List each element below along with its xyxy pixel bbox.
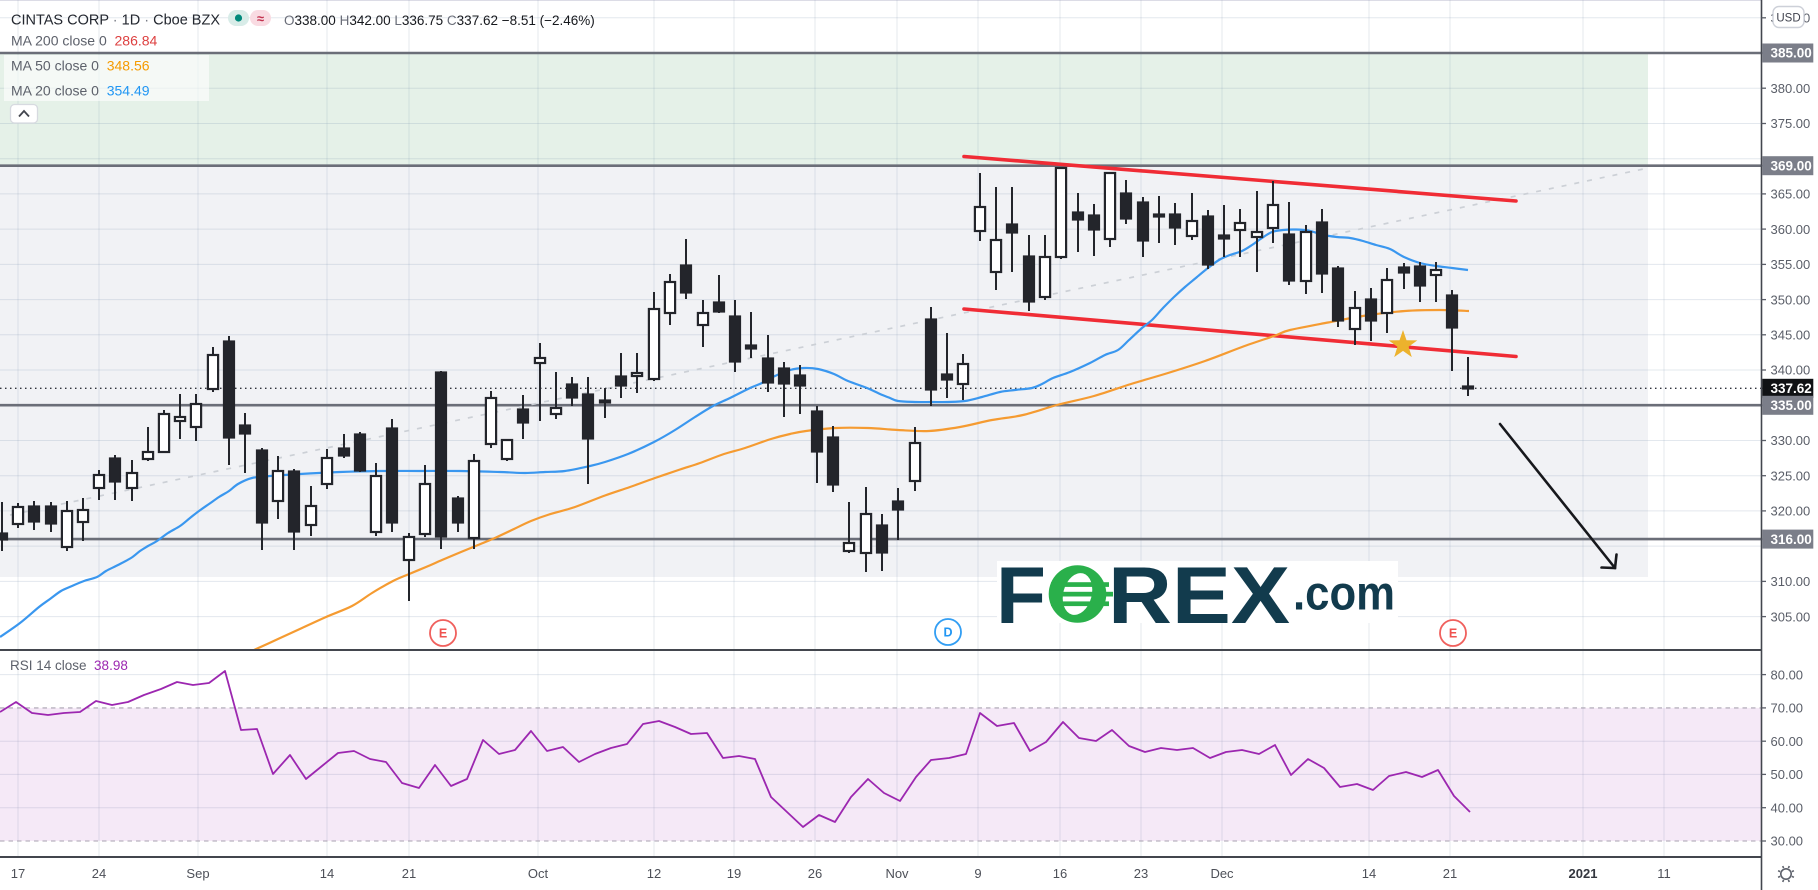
svg-text:21: 21 [1443,866,1457,881]
svg-text:350.00: 350.00 [1771,292,1811,307]
svg-text:365.00: 365.00 [1771,187,1811,202]
svg-text:26: 26 [808,866,822,881]
svg-text:325.00: 325.00 [1771,468,1811,483]
svg-text:O338.00 H342.00 L336.75 C337.6: O338.00 H342.00 L336.75 C337.62 −8.51 (−… [284,13,595,28]
svg-text:USD: USD [1776,13,1800,25]
svg-text:E: E [1449,627,1457,641]
svg-text:17: 17 [11,866,25,881]
svg-text:14: 14 [320,866,334,881]
svg-text:MA 20 close 0 354.49: MA 20 close 0 354.49 [11,83,150,99]
svg-text:305.00: 305.00 [1771,609,1811,624]
svg-text:385.00: 385.00 [1771,46,1812,61]
svg-text:360.00: 360.00 [1771,222,1811,237]
svg-text:D: D [943,626,952,640]
svg-text:340.00: 340.00 [1771,363,1811,378]
svg-text:369.00: 369.00 [1771,158,1812,173]
svg-text:24: 24 [92,866,106,881]
svg-text:2021: 2021 [1569,866,1598,881]
svg-text:9: 9 [974,866,981,881]
svg-text:320.00: 320.00 [1771,504,1811,519]
svg-text:355.00: 355.00 [1771,257,1811,272]
svg-text:REX: REX [1108,551,1290,641]
svg-text:23: 23 [1134,866,1148,881]
svg-text:21: 21 [402,866,416,881]
svg-text:12: 12 [647,866,661,881]
svg-text:40.00: 40.00 [1771,800,1804,815]
svg-text:80.00: 80.00 [1771,667,1804,682]
svg-text:50.00: 50.00 [1771,767,1804,782]
svg-text:335.00: 335.00 [1771,398,1812,413]
svg-text:345.00: 345.00 [1771,328,1811,343]
svg-text:.com: .com [1293,568,1395,621]
svg-text:Dec: Dec [1210,866,1234,881]
svg-text:14: 14 [1362,866,1376,881]
svg-text:MA 200 close 0 286.84: MA 200 close 0 286.84 [11,33,158,49]
svg-text:375.00: 375.00 [1771,116,1811,131]
svg-text:337.62: 337.62 [1771,381,1812,396]
svg-text:70.00: 70.00 [1771,701,1804,716]
svg-text:330.00: 330.00 [1771,433,1811,448]
svg-text:Nov: Nov [885,866,909,881]
svg-text:MA 50 close 0 348.56: MA 50 close 0 348.56 [11,58,150,74]
svg-text:F: F [996,551,1046,641]
svg-text:Sep: Sep [186,866,209,881]
svg-text:19: 19 [727,866,741,881]
svg-text:CINTAS CORP · 1D · Cboe BZX: CINTAS CORP · 1D · Cboe BZX [11,13,220,29]
svg-text:E: E [439,627,447,641]
svg-text:380.00: 380.00 [1771,81,1811,96]
svg-text:≈: ≈ [257,11,264,26]
svg-text:Oct: Oct [528,866,549,881]
svg-text:16: 16 [1053,866,1067,881]
svg-text:11: 11 [1657,866,1671,881]
svg-text:60.00: 60.00 [1771,734,1804,749]
svg-text:316.00: 316.00 [1771,532,1812,547]
svg-text:30.00: 30.00 [1771,834,1804,849]
svg-text:RSI 14 close 38.98: RSI 14 close 38.98 [10,658,128,673]
svg-text:310.00: 310.00 [1771,574,1811,589]
